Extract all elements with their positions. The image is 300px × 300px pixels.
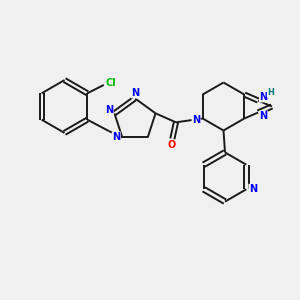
Text: N: N — [105, 105, 113, 115]
Text: N: N — [249, 184, 257, 194]
Text: N: N — [192, 115, 200, 125]
Text: O: O — [168, 140, 176, 150]
Text: N: N — [260, 92, 268, 102]
Text: H: H — [267, 88, 274, 97]
Text: Cl: Cl — [105, 78, 116, 88]
Text: N: N — [260, 111, 268, 121]
Text: N: N — [112, 132, 120, 142]
Text: N: N — [131, 88, 140, 98]
